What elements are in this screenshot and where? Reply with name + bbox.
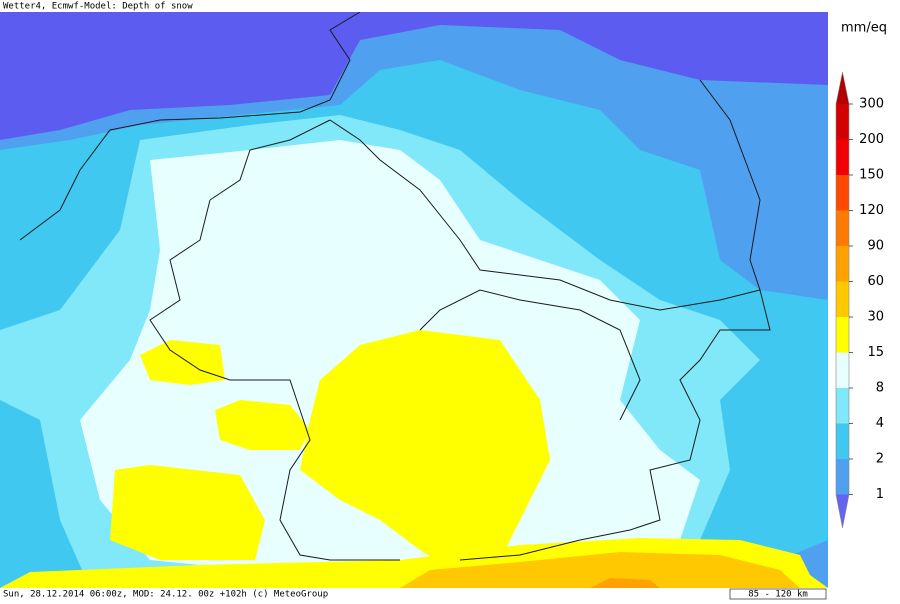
legend-arrow-bottom xyxy=(836,494,849,528)
legend-label: 15 xyxy=(867,345,884,360)
legend-label: 300 xyxy=(859,97,884,112)
legend-swatch xyxy=(836,246,849,282)
footer-text: Sun, 28.12.2014 06:00z, MOD: 24.12. 00z … xyxy=(3,590,328,600)
country-border xyxy=(149,199,400,561)
scale-text: 85 - 120 km xyxy=(748,590,808,600)
snow-15-30-south xyxy=(300,330,550,575)
legend-label: 8 xyxy=(876,381,884,396)
map-title: Wetter4, Ecmwf-Model: Depth of snow xyxy=(3,2,193,12)
country-border xyxy=(329,119,771,561)
legend-swatch xyxy=(836,423,849,459)
snow-15-30-mid xyxy=(215,400,310,450)
map-area xyxy=(0,11,828,588)
legend-swatch xyxy=(836,281,849,317)
header-bar xyxy=(0,0,900,12)
legend-swatch xyxy=(836,352,849,388)
legend-arrow-top xyxy=(836,72,849,104)
legend-label: 30 xyxy=(867,310,884,325)
snow-15-30-west xyxy=(110,465,265,560)
snow-15-30-nw xyxy=(140,340,225,385)
legend-label: 1 xyxy=(876,487,884,502)
legend-label: 90 xyxy=(867,239,884,254)
legend-label: 200 xyxy=(859,132,884,147)
legend-swatch xyxy=(836,104,849,140)
scale-bar xyxy=(729,588,827,600)
coastline xyxy=(19,11,361,241)
legend-swatch xyxy=(836,210,849,246)
footer-bar xyxy=(0,588,900,600)
legend-swatch xyxy=(836,175,849,211)
country-border xyxy=(699,79,761,291)
legend-label: 60 xyxy=(867,274,884,289)
legend-swatch xyxy=(836,139,849,175)
snow-60-90-alps xyxy=(590,578,660,588)
legend-swatch xyxy=(836,317,849,353)
legend-swatch xyxy=(836,388,849,424)
legend-label: 4 xyxy=(876,416,884,431)
legend-label: 150 xyxy=(859,168,884,183)
legend: 300 200 150 120 90 60 30 15 8 4 2 1 xyxy=(835,71,884,529)
legend-unit: mm/eq xyxy=(841,21,887,36)
country-border xyxy=(209,119,331,201)
legend-swatch xyxy=(836,459,849,495)
legend-label: 120 xyxy=(859,203,884,218)
snow-30-60-alps xyxy=(400,552,800,588)
legend-label: 2 xyxy=(876,452,884,467)
country-border xyxy=(419,289,641,421)
